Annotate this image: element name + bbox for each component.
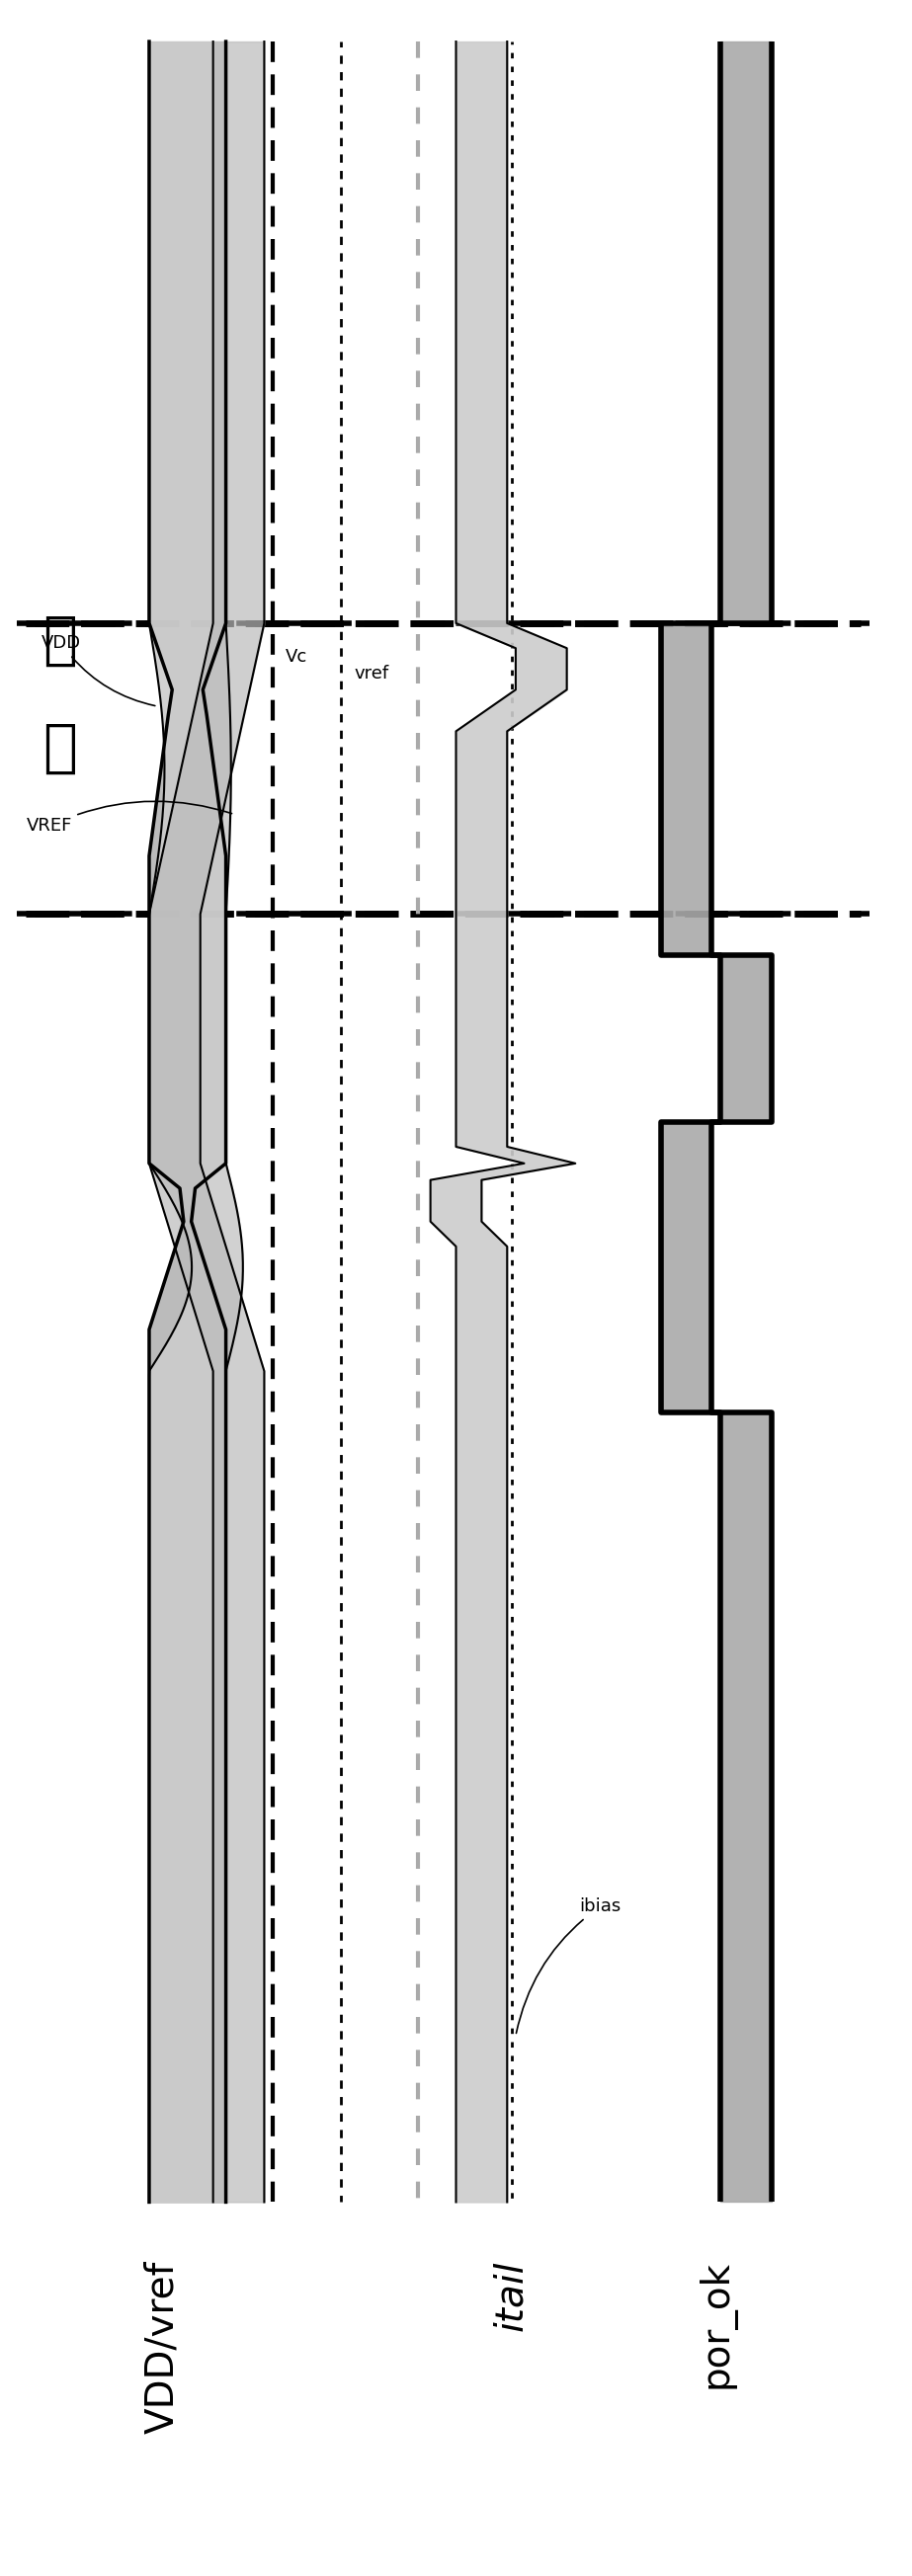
Text: VDD/vref: VDD/vref — [143, 2259, 181, 2434]
Text: vref: vref — [354, 665, 389, 683]
Text: Vc: Vc — [285, 649, 307, 667]
Text: VREF: VREF — [26, 801, 232, 835]
Text: ibias: ibias — [516, 1899, 621, 2032]
Text: por_ok: por_ok — [697, 2259, 735, 2388]
Text: itail: itail — [492, 2259, 530, 2331]
Text: 关: 关 — [42, 611, 77, 667]
Text: VDD: VDD — [41, 634, 155, 706]
Text: 灯: 灯 — [42, 719, 77, 775]
